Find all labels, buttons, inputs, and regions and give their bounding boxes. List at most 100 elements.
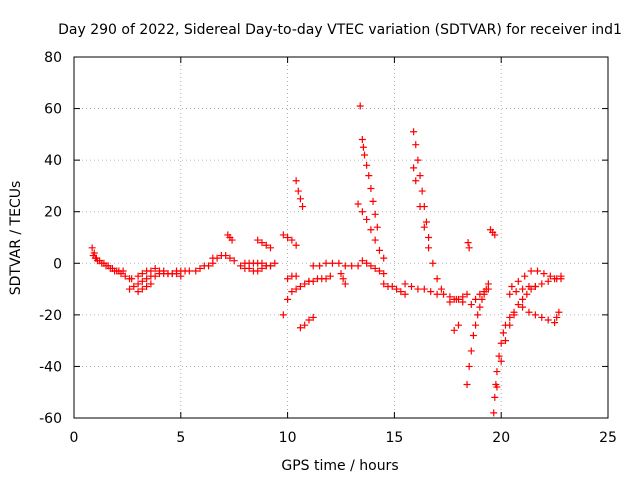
data-point	[262, 241, 270, 249]
chart-title: Day 290 of 2022, Sidereal Day-to-day VTE…	[58, 22, 622, 38]
data-point	[491, 231, 499, 239]
data-point	[309, 277, 317, 285]
data-point	[365, 172, 373, 180]
data-point	[422, 218, 430, 226]
data-point	[288, 236, 296, 244]
data-point	[437, 285, 445, 293]
data-point	[367, 226, 375, 234]
x-axis-label: GPS time / hours	[281, 458, 398, 474]
data-points	[88, 102, 565, 417]
data-point	[267, 262, 275, 270]
series-arc-b3	[134, 280, 155, 296]
data-point	[309, 313, 317, 321]
data-point	[491, 393, 499, 401]
data-point	[296, 324, 304, 332]
data-point	[380, 254, 388, 262]
y-tick-label: -40	[39, 359, 62, 375]
data-point	[356, 102, 364, 110]
data-point	[514, 277, 522, 285]
x-tick-label: 25	[599, 430, 617, 446]
data-point	[450, 326, 458, 334]
data-point	[514, 301, 522, 309]
data-point	[301, 280, 309, 288]
data-point	[433, 290, 441, 298]
data-point	[128, 275, 136, 283]
data-point	[454, 295, 462, 303]
data-point	[292, 177, 300, 185]
data-point	[420, 285, 428, 293]
data-point	[510, 308, 518, 316]
data-point	[459, 293, 467, 301]
data-point	[358, 208, 366, 216]
data-point	[393, 285, 401, 293]
data-point	[143, 282, 151, 290]
data-point	[185, 267, 193, 275]
data-point	[138, 277, 146, 285]
series-arc-l2	[380, 280, 409, 298]
data-point	[358, 257, 366, 265]
data-point	[519, 303, 527, 311]
y-tick-label: -60	[39, 411, 62, 427]
y-tick-label: 0	[53, 256, 62, 272]
data-point	[337, 270, 345, 278]
data-point	[508, 282, 516, 290]
data-point	[476, 303, 484, 311]
data-point	[538, 280, 546, 288]
data-point	[258, 239, 266, 247]
data-point	[226, 254, 234, 262]
x-tick-label: 10	[279, 430, 297, 446]
data-point	[420, 223, 428, 231]
data-point	[463, 380, 471, 388]
data-point	[322, 275, 330, 283]
data-point	[401, 280, 409, 288]
data-point	[130, 282, 138, 290]
data-point	[305, 316, 313, 324]
series-arc-l	[358, 257, 388, 278]
data-point	[416, 172, 424, 180]
data-point	[121, 272, 129, 280]
data-point	[367, 262, 375, 270]
data-point	[412, 141, 420, 149]
data-point	[205, 262, 213, 270]
data-point	[147, 280, 155, 288]
data-point	[328, 259, 336, 267]
x-tick-label: 15	[385, 430, 403, 446]
data-point	[271, 259, 279, 267]
series-arc-q	[463, 280, 492, 388]
data-point	[555, 308, 563, 316]
series-arc-p	[464, 239, 473, 252]
series-arc-h	[296, 313, 317, 332]
data-point	[258, 264, 266, 272]
data-point	[410, 164, 418, 172]
data-point	[523, 290, 531, 298]
data-point	[469, 331, 477, 339]
data-point	[177, 272, 185, 280]
data-point	[521, 272, 529, 280]
data-point	[348, 262, 356, 270]
data-point	[401, 290, 409, 298]
data-point	[557, 272, 565, 280]
data-point	[339, 275, 347, 283]
series-arc-u	[519, 303, 552, 324]
series-arc-a2	[89, 252, 127, 275]
data-point	[497, 357, 505, 365]
series-arc-k	[356, 102, 381, 231]
y-tick-label: -20	[39, 308, 62, 324]
data-point	[531, 282, 539, 290]
data-point	[538, 313, 546, 321]
data-point	[196, 264, 204, 272]
data-point	[454, 321, 462, 329]
y-tick-label: 80	[44, 50, 62, 66]
x-tick-labels: 0 5 10 15 20 25	[70, 430, 617, 446]
data-point	[551, 275, 559, 283]
data-point	[551, 319, 559, 327]
data-point	[495, 352, 503, 360]
data-point	[472, 321, 480, 329]
data-point	[335, 259, 343, 267]
data-point	[493, 368, 501, 376]
data-point	[138, 285, 146, 293]
data-point	[519, 285, 527, 293]
data-point	[88, 244, 96, 252]
data-point	[467, 301, 475, 309]
